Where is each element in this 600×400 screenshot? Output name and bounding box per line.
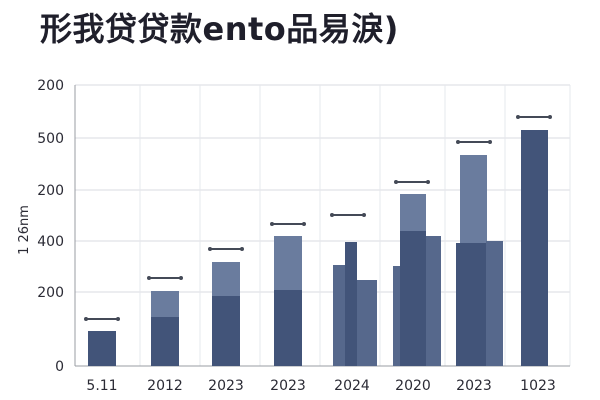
bar-3 [151, 291, 179, 317]
y-tick-label: 400 [37, 234, 64, 250]
y-tick-label: 200 [37, 78, 64, 94]
cap-dot-right-2 [179, 276, 183, 280]
cap-dot-right-8 [548, 115, 552, 119]
bar-13 [400, 194, 426, 231]
cap-dot-left-5 [330, 213, 334, 217]
bar-12 [400, 231, 426, 366]
cap-dot-left-6 [394, 180, 398, 184]
bar-7 [274, 236, 302, 290]
cap-dot-left-3 [208, 247, 212, 251]
bar-2 [151, 317, 179, 366]
x-tick-label: 1023 [520, 378, 556, 394]
y-tick-label: 0 [55, 359, 64, 375]
cap-dot-left-4 [270, 222, 274, 226]
x-tick-label: 2024 [334, 378, 370, 394]
bar-8 [333, 265, 345, 366]
y-tick-labels: 0 200 400 200 500 200 [37, 78, 64, 375]
bar-4 [212, 296, 240, 366]
bar-15 [456, 243, 486, 366]
bar-5 [212, 262, 240, 296]
cap-dot-left-1 [84, 317, 88, 321]
cap-dot-left-8 [516, 115, 520, 119]
x-tick-label: 2023 [270, 378, 306, 394]
bar-18 [521, 130, 548, 366]
cap-dot-right-1 [116, 317, 120, 321]
cap-dot-right-5 [362, 213, 366, 217]
bar-1 [88, 331, 116, 366]
x-tick-label: 2023 [456, 378, 492, 394]
chart-title: 形我贷贷款ento品易淚) [40, 10, 399, 48]
cap-dot-left-2 [147, 276, 151, 280]
bar-17 [486, 241, 503, 366]
gridlines [74, 84, 571, 366]
bar-10 [357, 280, 377, 366]
bar-16 [460, 155, 487, 243]
bar-9 [345, 242, 357, 366]
x-tick-label: 2012 [147, 378, 183, 394]
cap-dot-right-3 [240, 247, 244, 251]
y-axis-label: 1 26nm [17, 205, 32, 255]
cap-dot-right-4 [302, 222, 306, 226]
y-tick-label: 200 [37, 285, 64, 301]
x-tick-label: 5.11 [86, 378, 117, 394]
cap-dot-right-6 [426, 180, 430, 184]
y-tick-label: 200 [37, 183, 64, 199]
bar-14 [426, 236, 441, 366]
x-tick-labels: 5.11 2012 2023 2023 2024 2020 2023 1023 [86, 378, 555, 394]
cap-dot-left-7 [456, 140, 460, 144]
y-tick-label: 500 [37, 131, 64, 147]
bar-6 [274, 290, 302, 366]
cap-dot-right-7 [488, 140, 492, 144]
bar-caps [84, 115, 552, 321]
bar-11 [393, 266, 401, 366]
bars [88, 130, 548, 366]
x-tick-label: 2020 [395, 378, 431, 394]
x-tick-label: 2023 [208, 378, 244, 394]
